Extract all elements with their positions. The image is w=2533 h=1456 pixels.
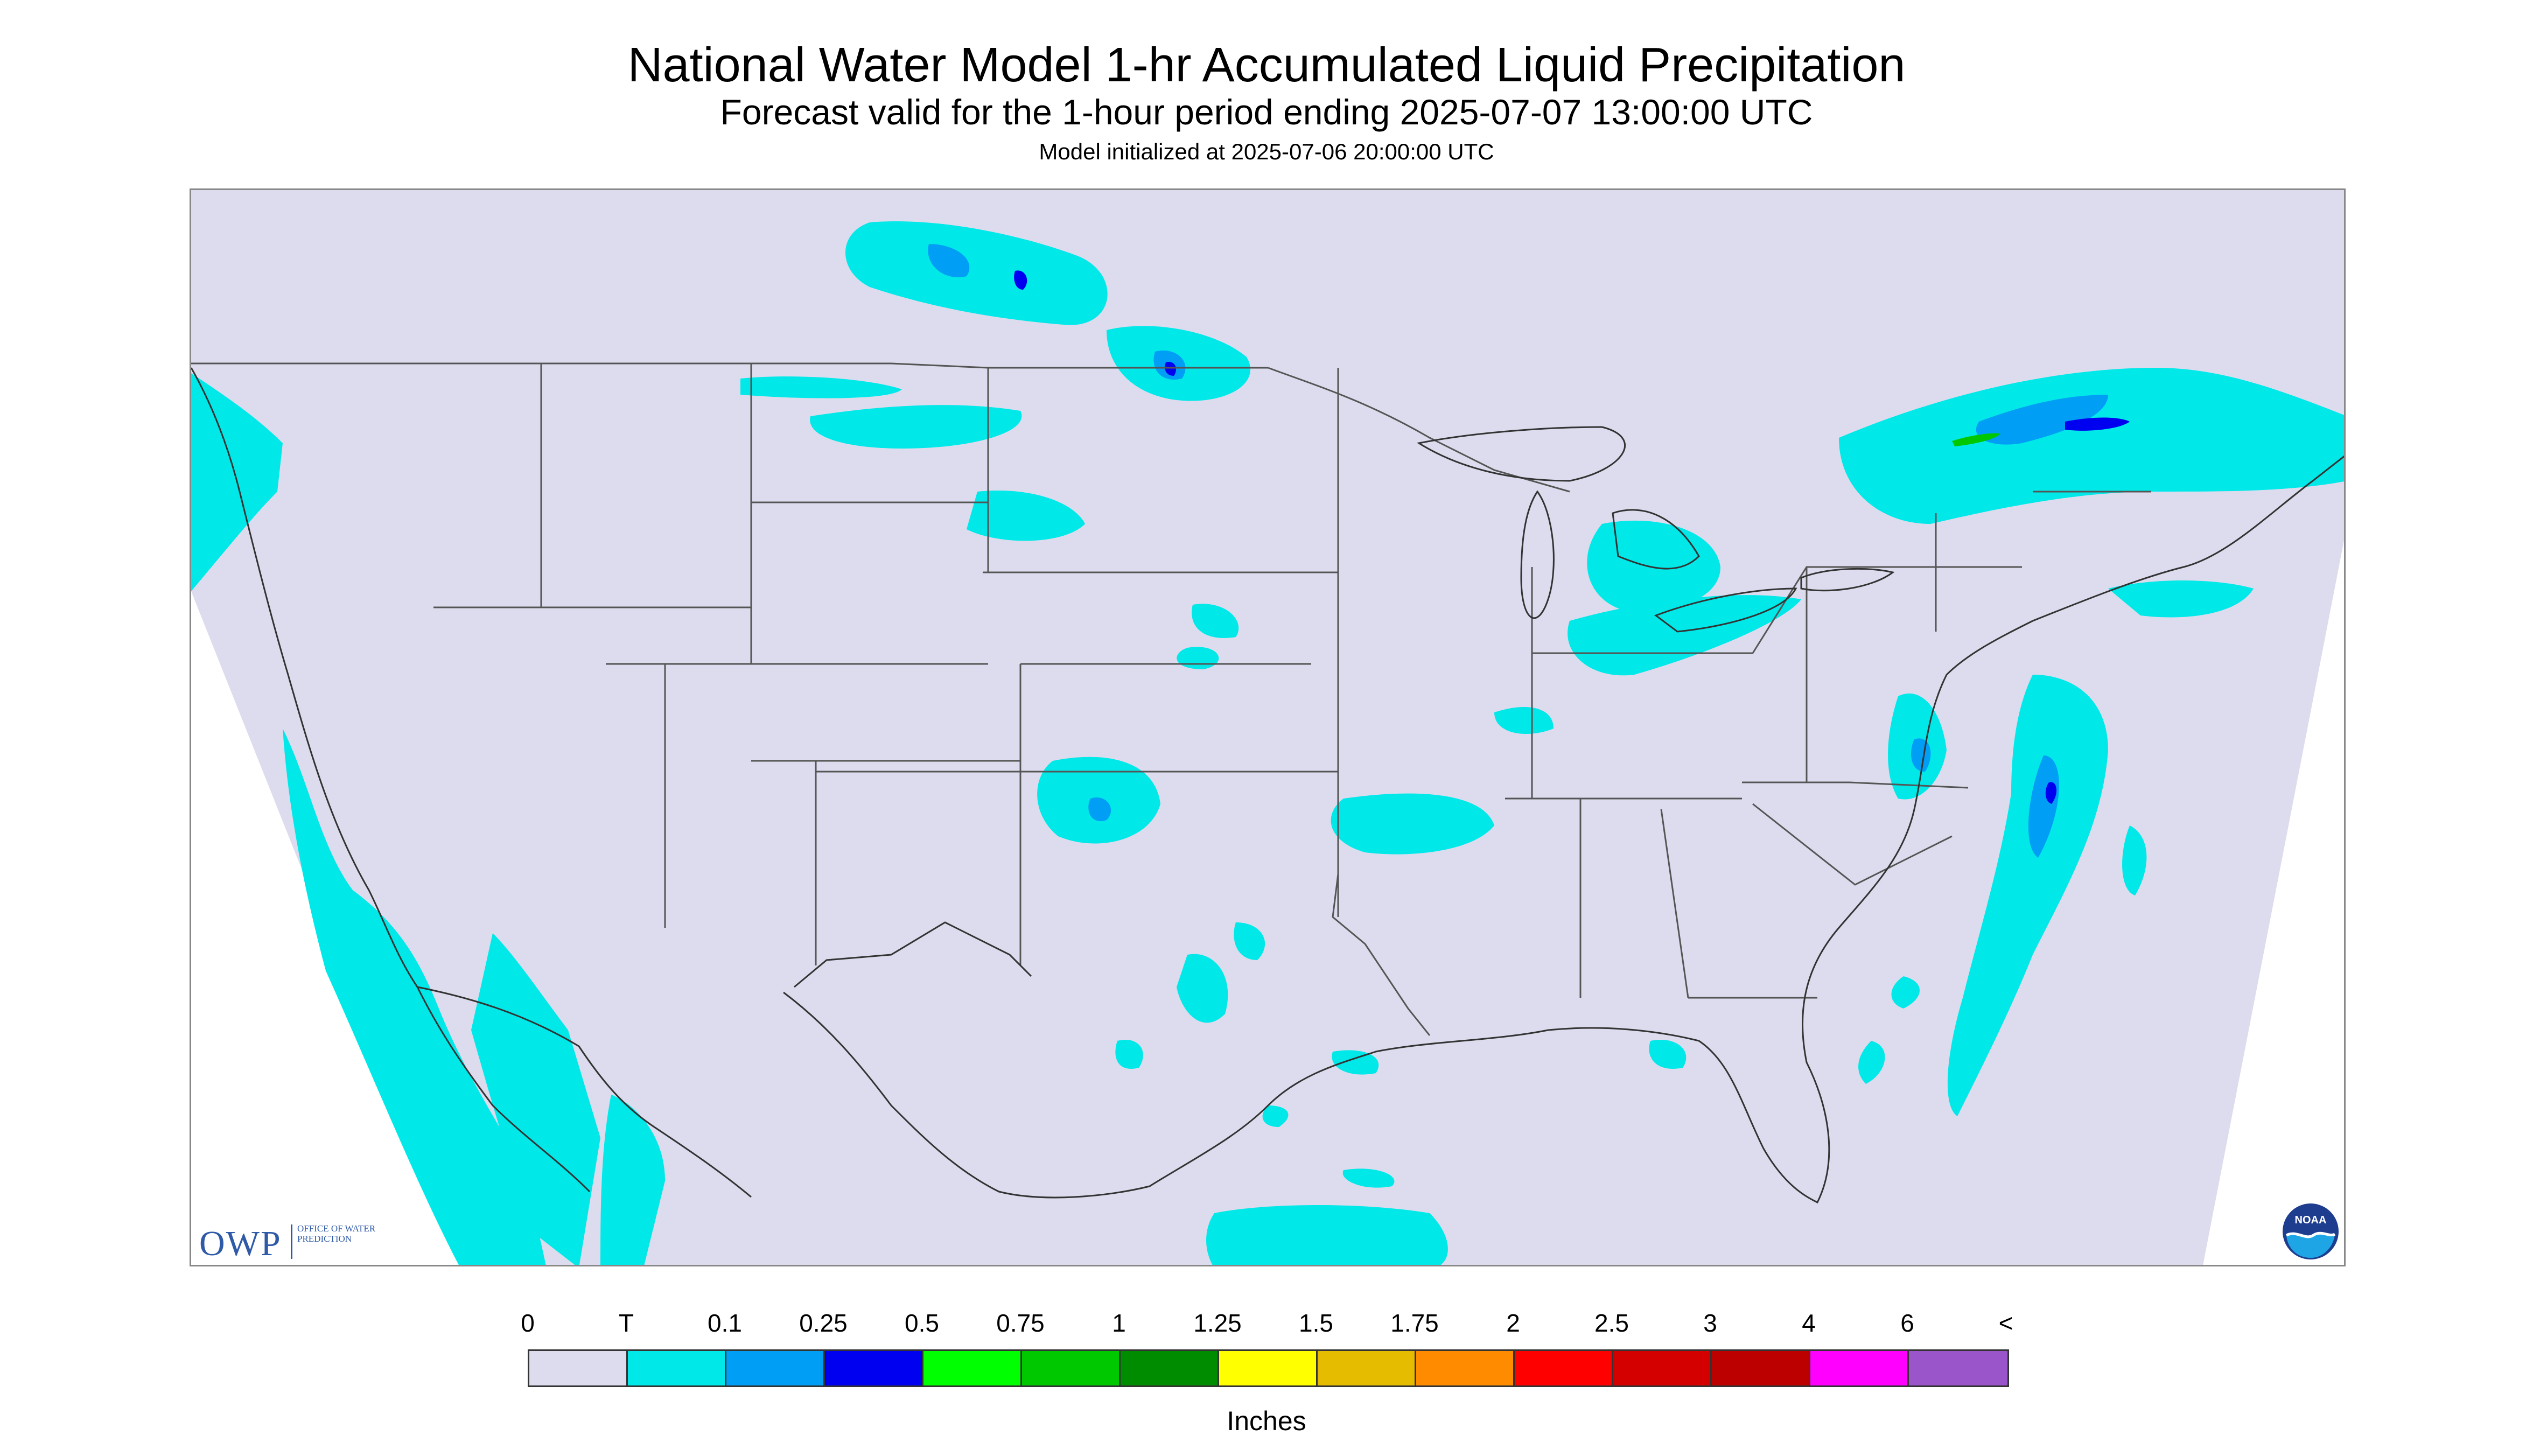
legend-swatch: [1515, 1351, 1613, 1385]
legend-swatch: [923, 1351, 1022, 1385]
arkansas-precip: [1331, 793, 1494, 855]
mexico-precip: [600, 1095, 665, 1265]
legend-tick-label: 0.5: [905, 1309, 939, 1337]
legend-swatch: [1318, 1351, 1416, 1385]
legend-tick-label: 0: [521, 1309, 535, 1337]
legend-swatch: [726, 1351, 825, 1385]
legend-swatch: [1121, 1351, 1219, 1385]
legend-tick-label: 1.5: [1299, 1309, 1333, 1337]
owp-logo-subtext: OFFICE OF WATER PREDICTION: [297, 1223, 376, 1244]
great-lakes: [1416, 426, 1895, 633]
legend-tick-label: 3: [1703, 1309, 1717, 1337]
michigan-precip: [1587, 520, 1720, 611]
legend-tick-label: 0.25: [799, 1309, 848, 1337]
noaa-logo-text: NOAA: [2295, 1214, 2327, 1226]
legend-tick-label: <: [1998, 1309, 2013, 1337]
coastlines: [191, 367, 2344, 1204]
legend-swatch: [1416, 1351, 1515, 1385]
pacific-precip: [471, 933, 600, 1265]
light-precip-layer: [191, 221, 2344, 1265]
legend-swatch: [825, 1351, 923, 1385]
peak-precip-layer: [1952, 433, 2000, 446]
legend-tick-label: T: [618, 1309, 634, 1337]
texas-precip: [1234, 922, 1265, 960]
texas-precip: [1115, 1040, 1143, 1069]
montana-precip: [810, 405, 1022, 449]
legend-tick-label: 0.75: [996, 1309, 1045, 1337]
state-boundaries: [191, 362, 2151, 1036]
dakota-precip: [845, 221, 1108, 325]
legend-tick-label: 4: [1802, 1309, 1816, 1337]
gulf-precip: [1262, 1105, 1289, 1127]
atlantic-precip: [1891, 976, 1920, 1009]
nebraska-precip: [967, 491, 1085, 541]
quebec-precip: [1839, 368, 2344, 524]
owp-logo-divider: [291, 1224, 292, 1259]
map-title: National Water Model 1-hr Accumulated Li…: [627, 38, 1906, 92]
legend-swatch: [1219, 1351, 1318, 1385]
legend-swatch: [1712, 1351, 1810, 1385]
heavy-precip-layer: [1014, 270, 2130, 804]
legend-tick-label: 2: [1506, 1309, 1520, 1337]
iowa-precip: [1192, 604, 1239, 638]
legend-tick-label: 1.25: [1193, 1309, 1242, 1337]
gulf-precip: [1342, 1168, 1395, 1188]
precipitation-map: [190, 188, 2346, 1266]
legend-swatch: [529, 1351, 628, 1385]
indiana-precip: [1494, 707, 1554, 734]
legend-swatch: [1810, 1351, 1909, 1385]
atlantic-precip: [1947, 675, 2108, 1116]
owp-logo-text: OWP: [199, 1224, 282, 1263]
map-subtitle: Forecast valid for the 1-hour period end…: [720, 92, 1813, 132]
legend-swatch: [628, 1351, 726, 1385]
gulf-precip: [1206, 1205, 1448, 1265]
nyc-precip: [2108, 580, 2254, 618]
legend-tick-label: 0.1: [708, 1309, 742, 1337]
model-init-line: Model initialized at 2025-07-06 20:00:00…: [1039, 139, 1494, 164]
gulf-precip: [1649, 1040, 1687, 1069]
atlantic-precip: [2122, 825, 2147, 895]
legend-swatch: [1613, 1351, 1712, 1385]
gulf-precip: [1332, 1050, 1379, 1075]
atlantic-precip: [1858, 1041, 1885, 1084]
legend-swatch: [1909, 1351, 2007, 1385]
legend-colorbar: [528, 1349, 2009, 1387]
legend-tick-label: 1.75: [1390, 1309, 1439, 1337]
color-legend: 0 T 0.1 0.25 0.5 0.75 1 1.25 1.5 1.75 2 2.5 3 4 6 < Inc…: [0, 1292, 2533, 1454]
montana-precip: [740, 376, 902, 398]
legend-tick-label: 1: [1112, 1309, 1126, 1337]
legend-swatch: [1022, 1351, 1121, 1385]
legend-tick-label: 2.5: [1594, 1309, 1629, 1337]
pacific-precip: [283, 729, 546, 1265]
legend-units: Inches: [1227, 1406, 1306, 1436]
owp-logo: OWP OFFICE OF WATER PREDICTION: [199, 1220, 377, 1263]
noaa-logo: NOAA: [2283, 1203, 2339, 1259]
ohio-precip: [1568, 595, 1801, 676]
texas-precip: [1177, 954, 1228, 1023]
legend-tick-label: 6: [1900, 1309, 1914, 1337]
